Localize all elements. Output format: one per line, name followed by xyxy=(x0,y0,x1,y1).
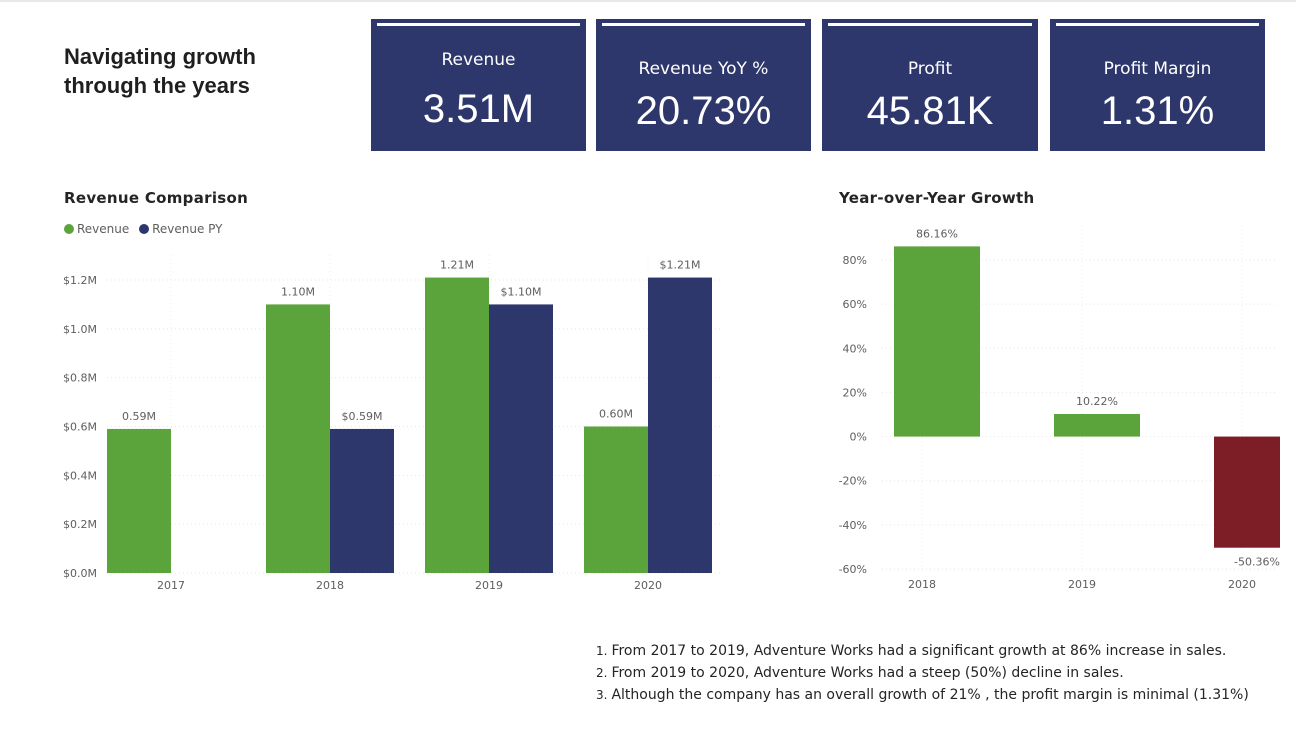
bar-revenue-py xyxy=(489,304,553,573)
bar-revenue xyxy=(266,304,330,573)
x-tick-label: 2019 xyxy=(475,579,503,592)
kpi-value: 1.31% xyxy=(1100,89,1215,133)
kpi-label: Revenue xyxy=(441,50,516,70)
kpi-label: Profit xyxy=(907,59,953,79)
x-tick-label: 2018 xyxy=(316,579,344,592)
yoy-chart-title: Year-over-Year Growth xyxy=(839,189,1035,207)
kpi-label: Revenue YoY % xyxy=(638,59,769,79)
kpi-card-profit-margin: Profit Margin 1.31% xyxy=(1050,19,1265,151)
legend-item-revenue-py[interactable]: Revenue PY xyxy=(139,222,222,236)
bar-revenue xyxy=(107,428,171,573)
note-item: 1. From 2017 to 2019, Adventure Works had… xyxy=(596,640,1249,662)
kpi-value: 3.51M xyxy=(422,87,535,131)
y-tick-label: $0.2M xyxy=(63,518,97,531)
card-accent-line xyxy=(602,23,805,26)
note-number: 2. xyxy=(596,666,608,680)
note-number: 1. xyxy=(596,644,608,658)
x-tick-label: 2020 xyxy=(1228,578,1256,591)
note-text: Although the company has an overall grow… xyxy=(611,687,1249,703)
legend-item-revenue[interactable]: Revenue xyxy=(64,222,133,236)
y-tick-label: 20% xyxy=(843,386,867,399)
revenue-comparison-chart: $0.0M $0.2M $0.4M $0.6M $0.8M $1.0M $1.2M 0.59M… xyxy=(63,255,720,592)
y-tick-label: $0.8M xyxy=(63,372,97,385)
data-label: 1.21M xyxy=(440,259,474,272)
y-tick-label: 40% xyxy=(843,342,867,355)
note-number: 3. xyxy=(596,688,608,702)
data-label: 1.10M xyxy=(281,285,315,298)
legend-label: Revenue xyxy=(77,222,130,236)
note-item: 3. Although the company has an overall gr… xyxy=(596,684,1249,706)
data-label: 0.60M xyxy=(599,408,633,421)
bar-revenue xyxy=(425,277,489,573)
y-tick-label: $0.4M xyxy=(63,469,97,482)
note-item: 2. From 2019 to 2020, Adventure Works had… xyxy=(596,662,1249,684)
data-label: -50.36% xyxy=(1234,556,1280,569)
bar-revenue xyxy=(584,426,648,573)
y-tick-label: 0% xyxy=(850,431,867,444)
kpi-card-profit: Profit 45.81K xyxy=(822,19,1038,151)
revenue-chart-legend: Revenue Revenue PY xyxy=(64,222,228,236)
card-accent-line xyxy=(377,23,580,26)
data-label: $1.21M xyxy=(660,259,701,272)
y-tick-label: -20% xyxy=(839,475,867,488)
revenue-chart-title: Revenue Comparison xyxy=(64,189,249,207)
y-tick-label: -40% xyxy=(839,519,867,532)
y-tick-label: $1.2M xyxy=(63,274,97,287)
kpi-label: Profit Margin xyxy=(1103,59,1212,79)
x-tick-label: 2017 xyxy=(157,579,185,592)
growth-bar xyxy=(1214,436,1280,548)
x-tick-label: 2019 xyxy=(1068,578,1096,591)
growth-bar xyxy=(1054,414,1140,437)
note-text: From 2019 to 2020, Adventure Works had a… xyxy=(611,665,1124,681)
bar-revenue-py xyxy=(648,277,712,573)
data-label: 0.59M xyxy=(122,410,156,423)
y-tick-label: 80% xyxy=(843,254,867,267)
note-text: From 2017 to 2019, Adventure Works had a… xyxy=(611,643,1227,659)
x-tick-label: 2018 xyxy=(908,578,936,591)
y-tick-label: 60% xyxy=(843,298,867,311)
kpi-card-revenue-yoy: Revenue YoY % 20.73% xyxy=(596,19,811,151)
page-title: Navigating growth through the years xyxy=(64,44,256,98)
yoy-growth-chart: -60% -40% -20% 0% 20% 40% 60% 80% 86.16% 2018 10.2… xyxy=(839,225,1280,591)
top-border xyxy=(0,0,1296,2)
kpi-value: 20.73% xyxy=(635,89,772,133)
x-tick-label: 2020 xyxy=(634,579,662,592)
legend-dot-icon xyxy=(64,224,74,234)
growth-bar xyxy=(894,246,980,437)
bar-revenue-py xyxy=(330,428,394,573)
y-tick-label: $0.0M xyxy=(63,567,97,580)
card-accent-line xyxy=(828,23,1032,26)
insights-notes: 1. From 2017 to 2019, Adventure Works had… xyxy=(596,640,1249,706)
data-label: 86.16% xyxy=(916,227,958,240)
y-tick-label: $0.6M xyxy=(63,421,97,434)
kpi-value: 45.81K xyxy=(866,89,994,133)
data-label: $0.59M xyxy=(342,410,383,423)
data-label: 10.22% xyxy=(1076,395,1118,408)
card-accent-line xyxy=(1056,23,1259,26)
y-tick-label: -60% xyxy=(839,563,867,576)
kpi-card-revenue: Revenue 3.51M xyxy=(371,19,586,151)
y-tick-label: $1.0M xyxy=(63,323,97,336)
data-label: $1.10M xyxy=(501,285,542,298)
legend-dot-icon xyxy=(139,224,150,234)
legend-label: Revenue PY xyxy=(152,222,223,236)
